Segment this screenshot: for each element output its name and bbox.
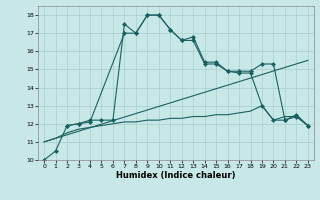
X-axis label: Humidex (Indice chaleur): Humidex (Indice chaleur) (116, 171, 236, 180)
